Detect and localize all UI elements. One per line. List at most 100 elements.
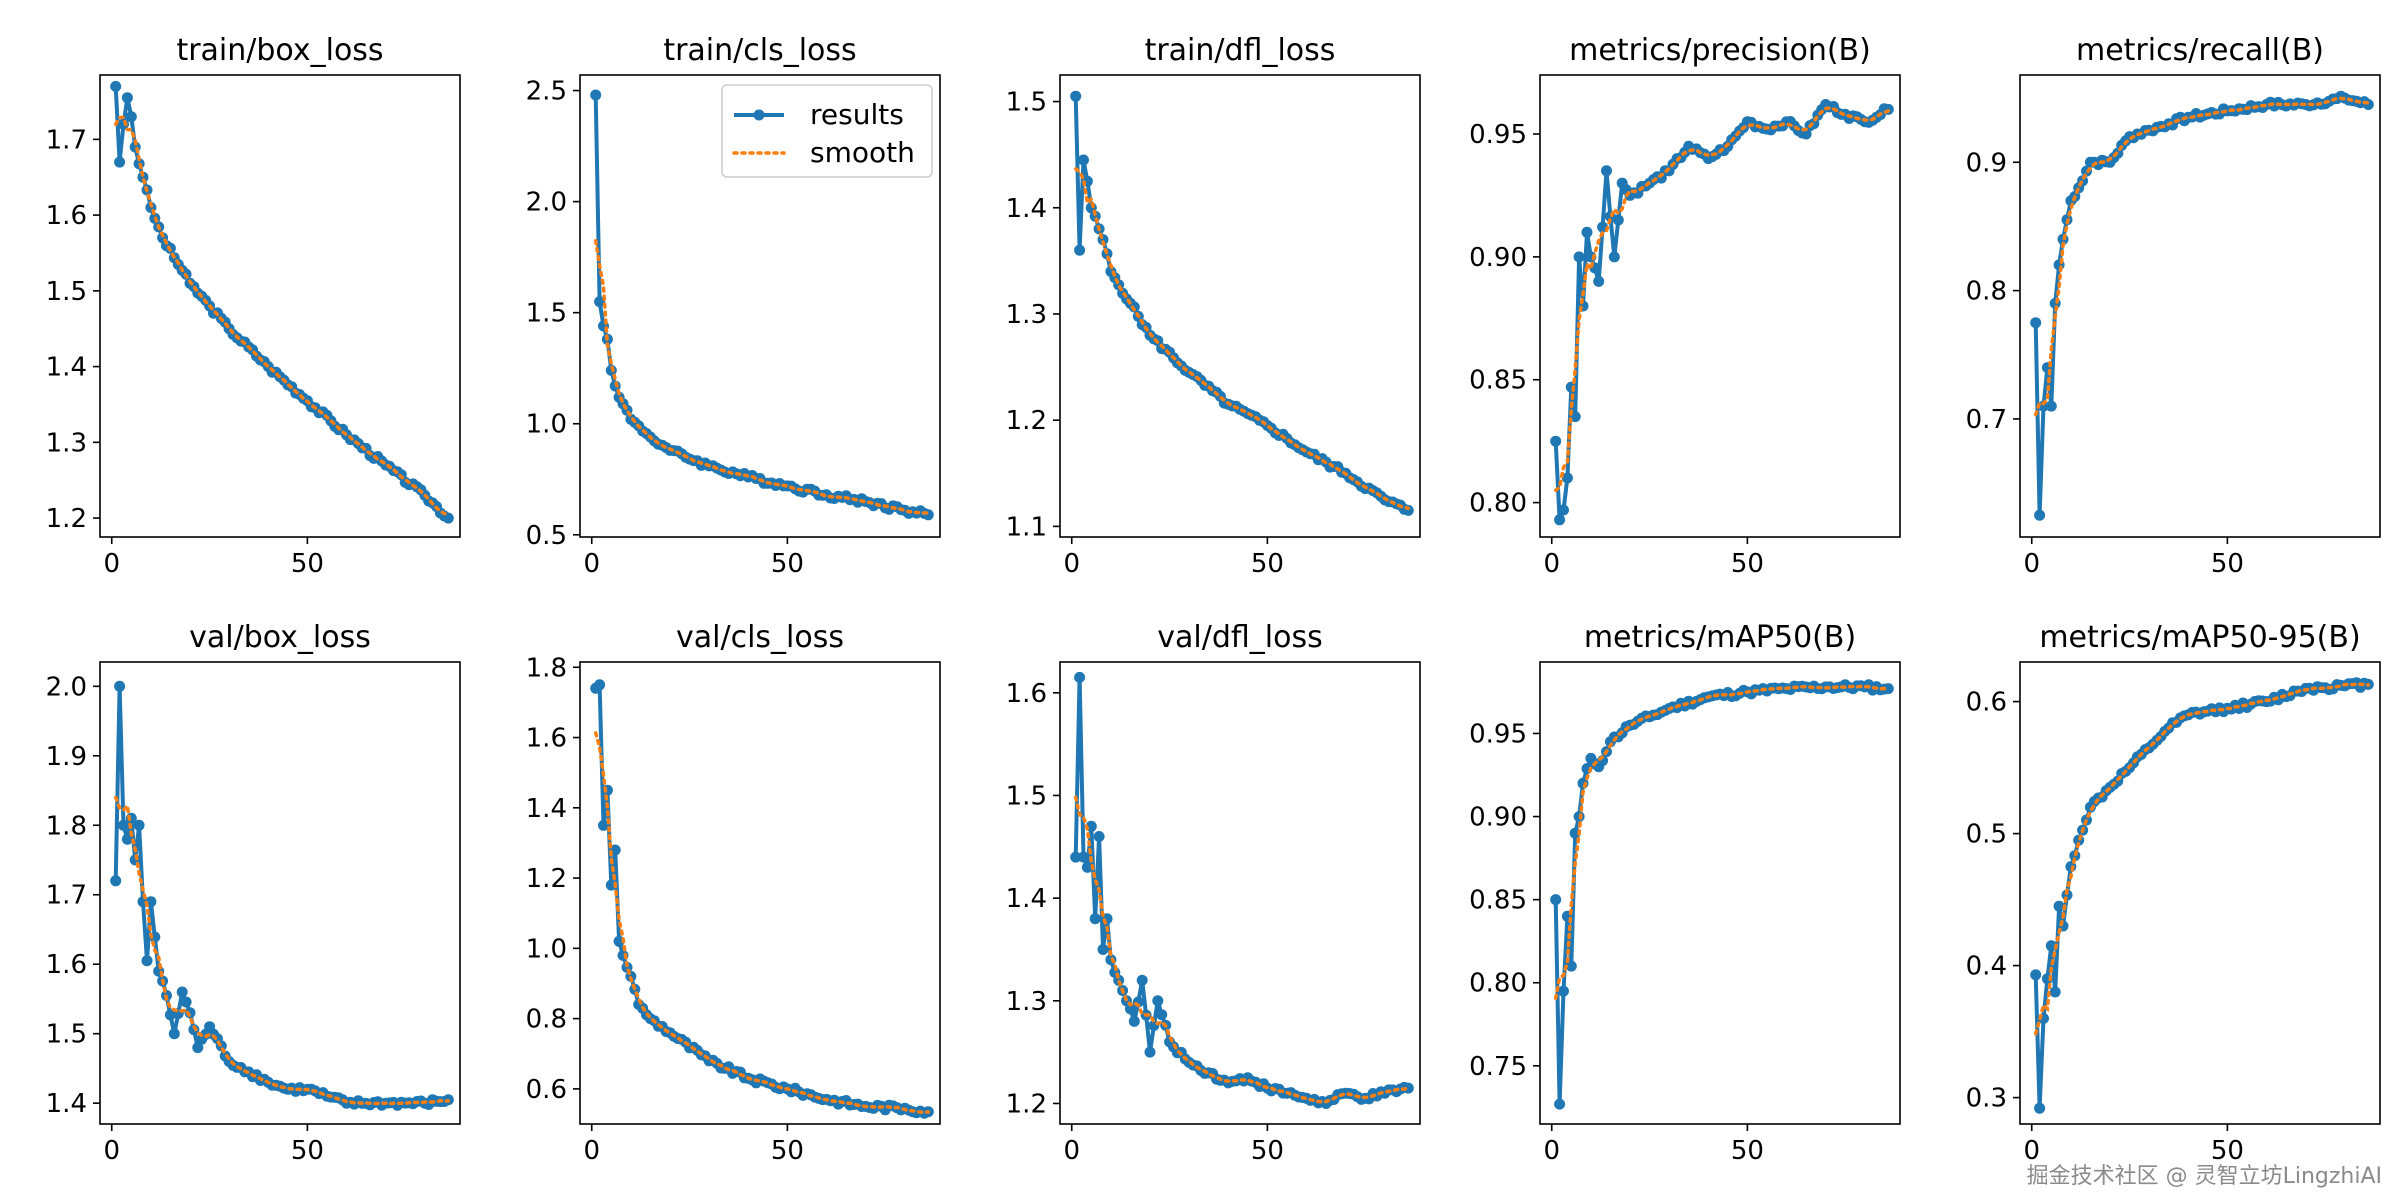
y-tick-label: 0.7: [1966, 405, 2007, 435]
results-point: [184, 1007, 196, 1019]
x-tick-label: 50: [2211, 549, 2244, 579]
results-point: [594, 296, 606, 308]
y-tick-label: 1.5: [46, 1020, 87, 1050]
plot-area: [2030, 90, 2374, 521]
y-tick-label: 1.4: [46, 353, 87, 383]
results-point: [2038, 400, 2049, 412]
results-line: [594, 682, 930, 1116]
x-tick-label: 50: [2211, 1136, 2244, 1166]
results-point: [1554, 1098, 1566, 1110]
y-tick-label: 1.2: [526, 864, 567, 894]
subplot-title: metrics/mAP50-95(B): [2039, 620, 2360, 655]
x-tick-label: 50: [1731, 549, 1764, 579]
results-point: [594, 679, 606, 691]
x-tick-label: 0: [583, 549, 600, 579]
x-tick-label: 0: [2023, 549, 2040, 579]
results-line: [113, 684, 450, 1108]
y-tick-label: 0.95: [1469, 120, 1527, 150]
results-point: [1550, 435, 1562, 447]
results-point: [1128, 1015, 1140, 1027]
y-tick-label: 1.4: [1006, 884, 1047, 914]
smooth-line: [1073, 795, 1411, 1104]
results-point: [1573, 251, 1585, 263]
results-point: [133, 819, 145, 831]
results-point: [1558, 985, 1569, 997]
results-point: [2045, 400, 2057, 412]
smooth-line: [593, 239, 931, 515]
y-tick-label: 0.95: [1469, 719, 1527, 749]
subplot-title: val/box_loss: [189, 620, 371, 655]
smooth-line: [113, 115, 451, 518]
smooth-line: [593, 731, 931, 1114]
y-tick-label: 1.6: [526, 724, 567, 754]
y-tick-label: 1.5: [526, 299, 567, 329]
x-tick-label: 50: [1731, 1136, 1764, 1166]
subplot-val-dfl-loss: val/dfl_loss 0 50 1.2 1.3 1.4 1.5 1.6: [1006, 620, 1421, 1166]
subplot-title: val/dfl_loss: [1157, 620, 1322, 655]
results-point: [114, 680, 126, 692]
results-point: [1561, 472, 1573, 484]
y-tick-label: 1.5: [1006, 88, 1047, 118]
smooth-line: [2033, 682, 2371, 1036]
y-tick-label: 0.6: [1966, 688, 2007, 718]
y-tick-label: 0.5: [526, 521, 567, 551]
y-tick-label: 0.80: [1469, 969, 1527, 999]
x-tick-label: 0: [103, 549, 120, 579]
results-point: [598, 819, 609, 831]
legend: results smooth: [721, 84, 933, 178]
results-point: [1074, 244, 1086, 256]
axes-frame: [1059, 661, 1421, 1125]
y-tick-label: 1.7: [46, 881, 87, 911]
results-point: [1124, 1003, 1136, 1015]
y-tick-label: 0.85: [1469, 366, 1527, 396]
y-tick-label: 0.3: [1966, 1084, 2007, 1114]
legend-smooth-label: smooth: [810, 136, 915, 169]
subplot-metrics-precision-b-: metrics/precision(B) 0 50 0.80 0.85 0.90 0.95: [1469, 33, 1901, 579]
subplot-title: train/cls_loss: [663, 33, 856, 68]
y-tick-label: 0.90: [1469, 803, 1527, 833]
results-point: [1156, 1009, 1168, 1021]
plot-area: [1070, 90, 1414, 516]
y-tick-label: 1.6: [1006, 679, 1047, 709]
results-point: [601, 784, 613, 796]
results-point: [1093, 831, 1105, 842]
subplot-train-cls-loss: train/cls_loss 0 50 0.5 1.0 1.5 2.0 2.5 results s…: [526, 33, 941, 579]
results-point: [1608, 251, 1620, 263]
results-point: [168, 1028, 180, 1040]
legend-results-label: results: [810, 98, 904, 131]
results-point: [1078, 154, 1089, 166]
watermark-text: 掘金技术社区 @ 灵智立坊LingzhiAI: [2026, 1164, 2382, 1189]
plot-area: [590, 89, 934, 521]
x-tick-label: 50: [291, 1136, 324, 1166]
x-tick-label: 0: [1543, 549, 1560, 579]
subplot-val-cls-loss: val/cls_loss 0 50 0.6 0.8 1.0 1.2 1.4 1.6 1.8: [526, 620, 941, 1166]
results-point: [1136, 974, 1148, 986]
y-tick-label: 1.5: [46, 277, 87, 307]
y-tick-label: 1.2: [1006, 406, 1047, 436]
y-tick-label: 1.6: [46, 201, 87, 231]
results-line: [2033, 680, 2369, 1111]
subplot-metrics-recall-b-: metrics/recall(B) 0 50 0.7 0.8 0.9: [1966, 33, 2381, 579]
results-point: [1593, 275, 1605, 287]
results-point: [1565, 960, 1577, 972]
y-tick-label: 0.90: [1469, 243, 1527, 273]
results-point: [1144, 1046, 1156, 1058]
results-point: [922, 509, 934, 521]
y-tick-label: 0.85: [1469, 886, 1527, 916]
plot-area: [1550, 99, 1894, 526]
y-tick-label: 1.3: [1006, 300, 1047, 330]
y-tick-label: 1.3: [1006, 987, 1047, 1017]
results-point: [1601, 165, 1612, 177]
results-point: [1089, 913, 1101, 925]
subplot-title: val/cls_loss: [676, 620, 844, 655]
y-tick-label: 1.4: [526, 794, 567, 824]
x-tick-label: 0: [1063, 1136, 1080, 1166]
results-point: [2053, 900, 2065, 912]
y-tick-label: 0.80: [1469, 489, 1527, 519]
results-point: [110, 875, 122, 887]
axes-frame: [1539, 661, 1901, 1125]
x-tick-label: 50: [771, 549, 804, 579]
results-point: [1152, 995, 1164, 1007]
x-tick-label: 50: [771, 1136, 804, 1166]
